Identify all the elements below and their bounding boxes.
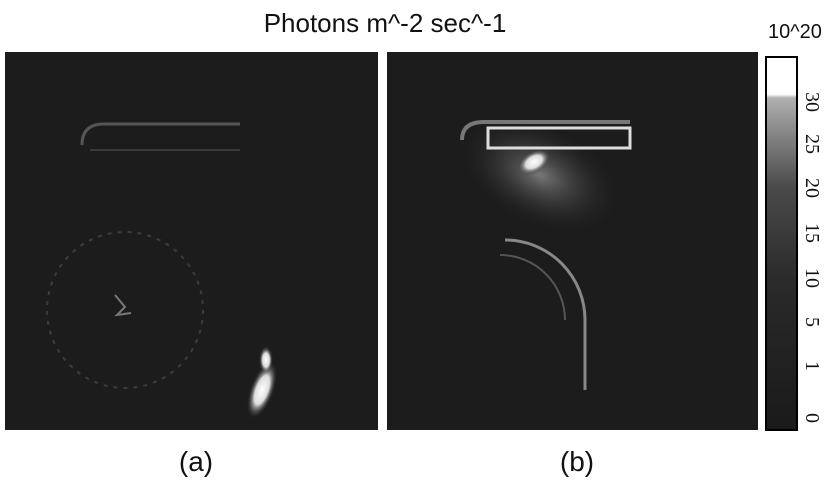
- scale-unit: 10^20: [768, 21, 822, 43]
- colorbar-tick-label: 15: [801, 223, 823, 243]
- colorbar-tick-label: 10: [801, 268, 823, 288]
- colorbar-tick-label: 20: [801, 178, 823, 198]
- panel-a-image: [5, 52, 378, 430]
- title: Photons m^-2 sec^-1: [264, 8, 507, 38]
- panel-label: (b): [560, 446, 594, 477]
- colorbar-tick-label: 5: [801, 317, 823, 327]
- colorbar-tick-label: 30: [801, 92, 823, 112]
- colorbar-tick-label: 25: [801, 134, 823, 154]
- colorbar-tick-label: 1: [801, 361, 823, 371]
- panel-b-image: [387, 52, 758, 430]
- panel-label: (a): [179, 446, 213, 477]
- colorbar-tick-label: 0: [801, 413, 823, 423]
- colorbar: [765, 56, 798, 431]
